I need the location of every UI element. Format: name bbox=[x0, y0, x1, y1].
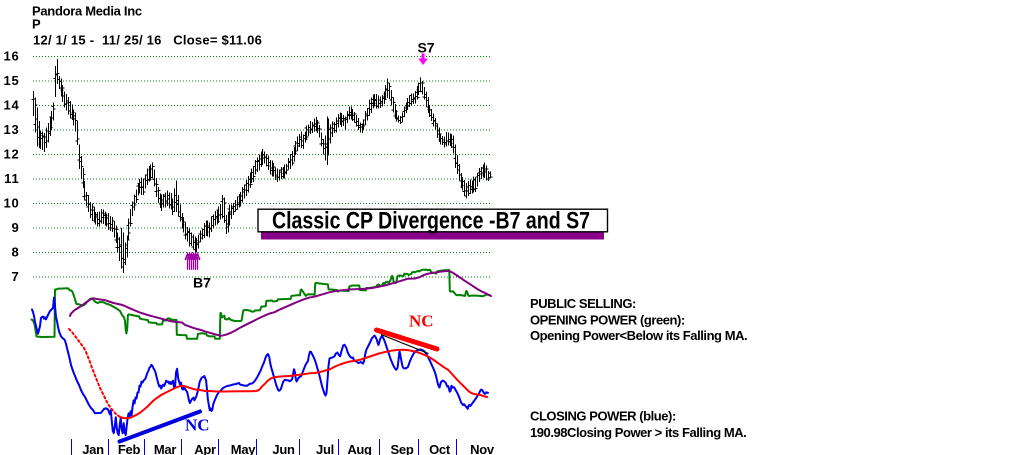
svg-text:10: 10 bbox=[3, 196, 19, 211]
svg-text:9: 9 bbox=[11, 220, 19, 235]
svg-text:Sep: Sep bbox=[391, 442, 414, 455]
svg-text:11: 11 bbox=[4, 171, 19, 186]
svg-text:S7: S7 bbox=[417, 40, 434, 56]
svg-text:B7: B7 bbox=[193, 275, 211, 291]
svg-text:12: 12 bbox=[3, 147, 19, 162]
svg-text:Apr: Apr bbox=[194, 442, 216, 455]
svg-text:Oct: Oct bbox=[429, 442, 451, 455]
svg-text:Nov: Nov bbox=[470, 442, 495, 455]
svg-text:NC: NC bbox=[409, 312, 434, 331]
svg-text:OPENING POWER (green):: OPENING POWER (green): bbox=[530, 313, 685, 328]
svg-text:15: 15 bbox=[3, 73, 19, 88]
svg-text:14: 14 bbox=[3, 98, 19, 113]
svg-text:Classic CP Divergence -B7 and: Classic CP Divergence -B7 and S7 bbox=[272, 208, 590, 235]
svg-text:CLOSING POWER (blue):: CLOSING POWER (blue): bbox=[530, 409, 676, 424]
svg-text:13: 13 bbox=[3, 122, 19, 137]
svg-text:Jun: Jun bbox=[272, 442, 295, 455]
svg-text:16: 16 bbox=[3, 49, 19, 64]
svg-text:Pandora Media Inc: Pandora Media Inc bbox=[32, 4, 142, 19]
svg-text:PUBLIC SELLING:: PUBLIC SELLING: bbox=[530, 296, 636, 311]
svg-text:NC: NC bbox=[185, 416, 210, 435]
svg-text:12/ 1/ 15 - 11/ 25/ 16 Clos: 12/ 1/ 15 - 11/ 25/ 16 Close= $11.06 bbox=[33, 33, 262, 48]
svg-text:8: 8 bbox=[11, 245, 19, 260]
svg-text:Jan: Jan bbox=[82, 442, 104, 455]
svg-text:190.98Closing Power > its Fall: 190.98Closing Power > its Falling MA. bbox=[530, 425, 746, 440]
svg-text:Aug: Aug bbox=[347, 442, 372, 455]
svg-text:Mar: Mar bbox=[154, 442, 176, 455]
svg-text:7: 7 bbox=[11, 269, 19, 284]
svg-text:Opening Power<Below its Fallin: Opening Power<Below its Falling MA. bbox=[530, 328, 747, 343]
svg-text:P: P bbox=[32, 17, 41, 32]
svg-text:May: May bbox=[231, 442, 256, 455]
svg-text:Feb: Feb bbox=[118, 442, 141, 455]
svg-text:Jul: Jul bbox=[316, 442, 334, 455]
